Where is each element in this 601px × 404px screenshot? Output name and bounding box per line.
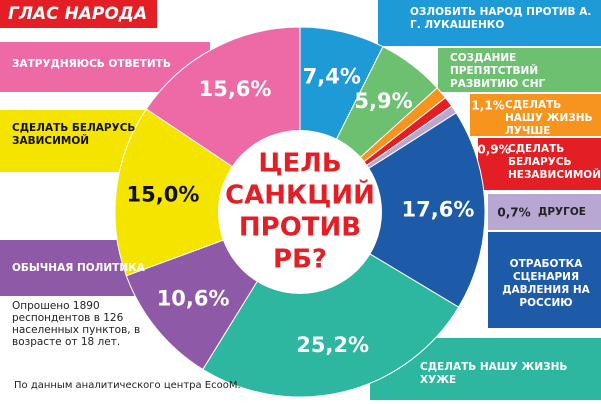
value-label: 7,4% — [303, 65, 361, 89]
category-label: СДЕЛАТЬ НАШУ ЖИЗНЬ ХУЖЕ — [420, 361, 568, 386]
value-label: 15,0% — [127, 183, 200, 207]
center-text: ПРОТИВ — [239, 213, 361, 243]
slice — [114, 108, 302, 277]
value-label: 15,6% — [199, 77, 272, 101]
center-text: РБ? — [273, 245, 327, 275]
category-label: СДЕЛАТЬ НАШУ ЖИЗНЬ ЛУЧШЕ — [505, 99, 593, 137]
source: По данным аналитического центра EcooM. — [14, 380, 241, 391]
value-label: 25,2% — [296, 333, 369, 357]
slice — [202, 211, 460, 398]
label-box — [488, 194, 601, 230]
value-label: 0,7% — [497, 206, 530, 220]
label-box — [488, 232, 601, 328]
value-label: 5,9% — [354, 89, 412, 113]
label-box — [478, 138, 601, 190]
category-label: СОЗДАНИЕ ПРЕПЯТСТВИЙ РАЗВИТИЮ СНГ — [450, 52, 546, 90]
category-label: ЗАТРУДНЯЮСЬ ОТВЕТИТЬ — [12, 58, 171, 70]
category-label: ОЗЛОБИТЬ НАРОД ПРОТИВ А. Г. ЛУКАШЕНКО — [410, 6, 592, 31]
category-label: ОТРАБОТКА СЦЕНАРИЯ ДАВЛЕНИЯ НА РОССИЮ — [502, 258, 590, 309]
slice — [299, 112, 486, 308]
category-label: ДРУГОЕ — [538, 206, 586, 218]
center-text: САНКЦИЙ — [225, 179, 375, 211]
category-label: СДЕЛАТЬ БЕЛАРУСЬ НЕЗАВИСИМОЙ — [508, 143, 601, 181]
value-label: 17,6% — [402, 197, 475, 221]
value-label: 0,9% — [477, 143, 510, 157]
center-text: ЦЕЛЬ — [258, 149, 341, 179]
value-label: 10,6% — [157, 286, 230, 310]
chart-title: ГЛАС НАРОДА — [0, 0, 158, 28]
label-box — [438, 48, 601, 92]
survey-note: Опрошено 1890 респондентов в 126 населен… — [12, 300, 141, 348]
value-label: 1,1% — [471, 99, 504, 113]
category-label: ОБЫЧНАЯ ПОЛИТИКА — [12, 262, 145, 274]
label-box — [378, 0, 601, 46]
category-label: СДЕЛАТЬ БЕЛАРУСЬ ЗАВИСИМОЙ — [12, 122, 136, 147]
label-box — [470, 94, 601, 136]
donut-hole — [218, 130, 382, 294]
